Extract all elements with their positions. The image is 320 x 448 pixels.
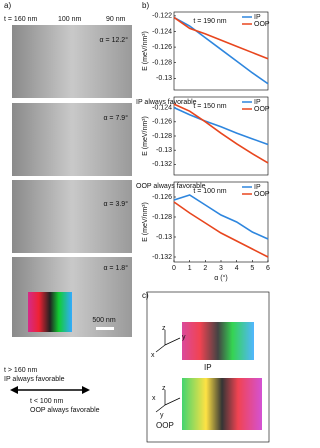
y-axis-label: E (meV/nm³) <box>142 202 149 242</box>
render-label: IP <box>204 363 212 372</box>
thickness-label: 90 nm <box>106 16 126 23</box>
chart-title: t = 190 nm <box>193 18 226 25</box>
axis-letter: y <box>160 412 164 419</box>
x-axis-label: α (°) <box>214 274 227 282</box>
panel-label: a) <box>4 1 11 10</box>
axis-triad <box>155 330 181 353</box>
axis-letter: y <box>182 334 186 341</box>
legend-label: OOP <box>254 191 270 198</box>
render <box>182 322 254 360</box>
data-line <box>173 16 269 85</box>
y-tick-label: -0.13 <box>156 75 172 82</box>
legend-label: IP <box>254 99 261 106</box>
x-tick-label: 2 <box>203 265 207 272</box>
angle-label: α = 3.9° <box>103 200 128 208</box>
y-tick-label: -0.13 <box>156 234 172 241</box>
render-label: OOP <box>156 421 174 430</box>
legend-text: t < 100 nm <box>30 398 63 405</box>
chart-title: t = 100 nm <box>193 188 226 195</box>
figure: a) t = 160 nm 100 nm 90 nm α = 12.2° α =… <box>4 1 270 443</box>
panel-label: b) <box>142 1 149 10</box>
y-axis-label: E (meV/nm³) <box>142 31 149 71</box>
micrograph <box>12 25 132 98</box>
x-tick-label: 5 <box>250 265 254 272</box>
y-tick-label: -0.122 <box>152 13 172 20</box>
micrograph <box>12 180 132 253</box>
legend-label: IP <box>254 14 261 21</box>
thickness-label: t = 160 nm <box>4 16 37 23</box>
data-line <box>173 103 269 164</box>
angle-label: α = 7.9° <box>103 114 128 122</box>
y-tick-label: -0.126 <box>152 119 172 126</box>
arrow-head <box>10 386 90 394</box>
thickness-label: 100 nm <box>58 16 82 23</box>
axis-letter: z <box>162 385 166 392</box>
y-tick-label: -0.128 <box>152 133 172 140</box>
chart-title: t = 150 nm <box>193 103 226 110</box>
annotation: IP always favorable <box>136 99 197 106</box>
x-tick-label: 3 <box>219 265 223 272</box>
y-tick-label: -0.128 <box>152 214 172 221</box>
y-tick-label: -0.126 <box>152 194 172 201</box>
data-line <box>173 16 269 60</box>
data-line <box>173 106 269 146</box>
panel-frame <box>146 291 270 443</box>
x-tick-label: 6 <box>266 265 270 272</box>
color-inset <box>28 292 72 332</box>
micrograph <box>12 103 132 176</box>
axis-letter: z <box>162 325 166 332</box>
angle-label: α = 12.2° <box>100 36 129 44</box>
legend-label: OOP <box>254 21 270 28</box>
plot-frame <box>173 11 269 91</box>
legend-text: IP always favorable <box>4 376 65 383</box>
x-tick-label: 0 <box>172 265 176 272</box>
render <box>182 378 262 430</box>
axis-letter: x <box>152 395 156 402</box>
y-tick-label: -0.124 <box>152 28 172 35</box>
x-tick-label: 1 <box>188 265 192 272</box>
axis-letter: x <box>151 352 155 359</box>
data-line <box>173 194 269 240</box>
axis-triad <box>155 390 181 413</box>
data-line <box>173 201 269 258</box>
y-tick-label: -0.132 <box>152 254 172 261</box>
panel-label: c) <box>142 291 149 300</box>
scale-bar <box>96 327 114 330</box>
legend-label: IP <box>254 184 261 191</box>
legend-text: OOP always favorable <box>30 407 100 414</box>
legend-text: t > 160 nm <box>4 367 37 374</box>
angle-label: α = 1.8° <box>103 264 128 272</box>
x-tick-label: 4 <box>235 265 239 272</box>
legend-label: OOP <box>254 106 270 113</box>
y-tick-label: -0.124 <box>152 104 172 111</box>
scale-bar-label: 500 nm <box>92 317 116 324</box>
y-tick-label: -0.126 <box>152 44 172 51</box>
y-tick-label: -0.13 <box>156 147 172 154</box>
y-axis-label: E (meV/nm³) <box>142 116 149 156</box>
y-tick-label: -0.128 <box>152 60 172 67</box>
y-tick-label: -0.132 <box>152 161 172 168</box>
annotation: OOP always favorable <box>136 183 206 190</box>
